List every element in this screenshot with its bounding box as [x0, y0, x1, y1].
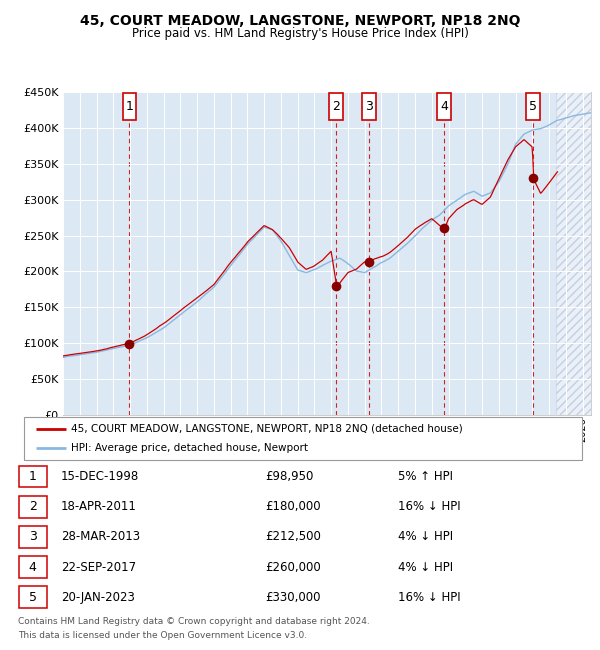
Text: 28-MAR-2013: 28-MAR-2013: [61, 530, 140, 543]
Text: 45, COURT MEADOW, LANGSTONE, NEWPORT, NP18 2NQ (detached house): 45, COURT MEADOW, LANGSTONE, NEWPORT, NP…: [71, 424, 463, 434]
Text: £98,950: £98,950: [265, 470, 314, 483]
Text: 18-APR-2011: 18-APR-2011: [61, 500, 137, 514]
Text: £330,000: £330,000: [265, 591, 321, 604]
FancyBboxPatch shape: [19, 556, 47, 578]
FancyBboxPatch shape: [24, 417, 582, 460]
Text: 15-DEC-1998: 15-DEC-1998: [61, 470, 139, 483]
FancyBboxPatch shape: [19, 526, 47, 548]
Text: HPI: Average price, detached house, Newport: HPI: Average price, detached house, Newp…: [71, 443, 308, 453]
Text: This data is licensed under the Open Government Licence v3.0.: This data is licensed under the Open Gov…: [18, 630, 307, 640]
Text: £212,500: £212,500: [265, 530, 322, 543]
Text: 4: 4: [440, 100, 448, 113]
Text: 45, COURT MEADOW, LANGSTONE, NEWPORT, NP18 2NQ: 45, COURT MEADOW, LANGSTONE, NEWPORT, NP…: [80, 14, 520, 29]
Text: Contains HM Land Registry data © Crown copyright and database right 2024.: Contains HM Land Registry data © Crown c…: [18, 618, 370, 627]
Text: 20-JAN-2023: 20-JAN-2023: [61, 591, 135, 604]
Text: 2: 2: [29, 500, 37, 514]
Bar: [556, 92, 591, 415]
FancyBboxPatch shape: [329, 93, 343, 120]
Bar: [556, 92, 591, 415]
FancyBboxPatch shape: [526, 93, 540, 120]
FancyBboxPatch shape: [122, 93, 136, 120]
Text: 3: 3: [29, 530, 37, 543]
FancyBboxPatch shape: [362, 93, 376, 120]
Text: Price paid vs. HM Land Registry's House Price Index (HPI): Price paid vs. HM Land Registry's House …: [131, 27, 469, 40]
Text: 1: 1: [29, 470, 37, 483]
Text: 4% ↓ HPI: 4% ↓ HPI: [398, 530, 453, 543]
FancyBboxPatch shape: [19, 496, 47, 517]
Text: 16% ↓ HPI: 16% ↓ HPI: [398, 500, 461, 514]
FancyBboxPatch shape: [437, 93, 451, 120]
Text: £260,000: £260,000: [265, 560, 321, 573]
Text: 5: 5: [29, 591, 37, 604]
Text: 3: 3: [365, 100, 373, 113]
Text: 2: 2: [332, 100, 340, 113]
Text: 22-SEP-2017: 22-SEP-2017: [61, 560, 136, 573]
Text: 5: 5: [529, 100, 537, 113]
Text: 16% ↓ HPI: 16% ↓ HPI: [398, 591, 461, 604]
Text: 1: 1: [125, 100, 133, 113]
Text: 4% ↓ HPI: 4% ↓ HPI: [398, 560, 453, 573]
Text: £180,000: £180,000: [265, 500, 321, 514]
Text: 4: 4: [29, 560, 37, 573]
FancyBboxPatch shape: [19, 586, 47, 608]
Text: 5% ↑ HPI: 5% ↑ HPI: [398, 470, 453, 483]
FancyBboxPatch shape: [19, 465, 47, 488]
